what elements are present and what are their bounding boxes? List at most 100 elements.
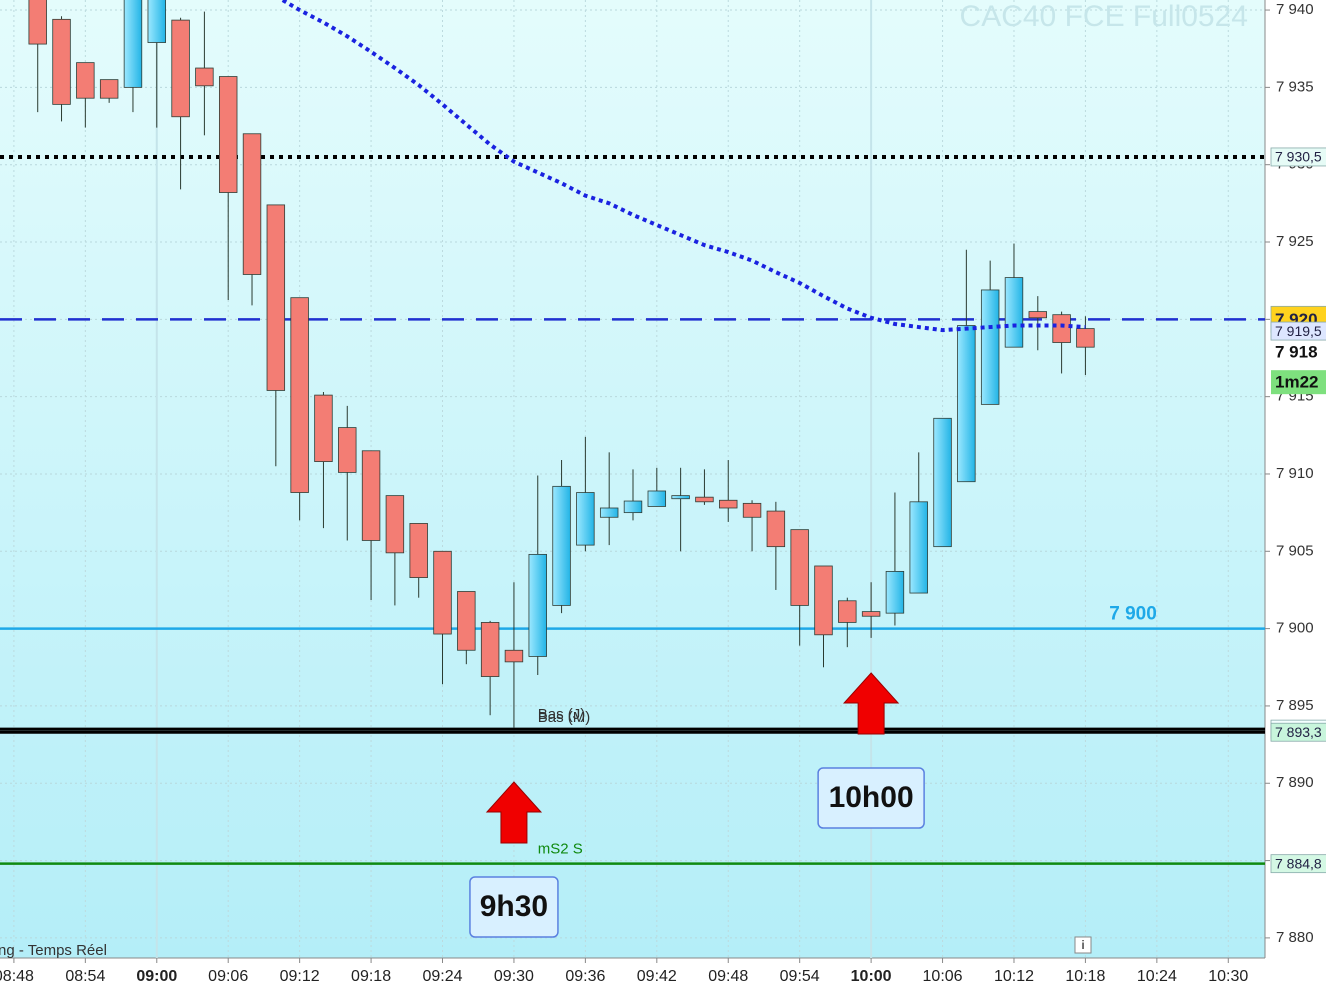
arrow-up xyxy=(842,672,900,735)
candle-body-up xyxy=(552,485,571,606)
candle-body-down xyxy=(695,496,714,503)
x-tick-label: 09:00 xyxy=(136,968,177,985)
price-tag-label: 7 919,5 xyxy=(1275,323,1322,339)
chart-title: CAC40 FCE Full0524 xyxy=(960,0,1248,33)
y-tick-label: 7 890 xyxy=(1276,774,1314,791)
candle-body-up xyxy=(576,492,595,546)
candle-body-up xyxy=(980,289,1000,405)
y-tick-label: 7 900 xyxy=(1276,620,1314,637)
candle-body-down xyxy=(1076,328,1095,348)
x-tick-label: 09:12 xyxy=(280,968,320,985)
candle-body-up xyxy=(885,570,905,614)
candle-body-up xyxy=(599,507,619,518)
candle-body-down xyxy=(76,62,95,99)
candle-body-down xyxy=(99,79,119,99)
arrow-up xyxy=(485,781,543,844)
candle-body-down xyxy=(290,297,309,493)
candle-body-down xyxy=(814,565,833,636)
candle-body-down xyxy=(314,394,333,463)
candle-body-down xyxy=(28,0,47,45)
candle-body-down xyxy=(338,427,357,473)
price-tag xyxy=(1270,147,1326,167)
candle-body-down xyxy=(766,510,786,548)
candle-body-up xyxy=(123,0,143,88)
x-axis-panel xyxy=(0,958,1265,987)
last-price-tag xyxy=(1271,341,1326,366)
candle-body-up xyxy=(933,417,952,548)
candle-body-down xyxy=(433,550,452,635)
x-tick-label: 09:42 xyxy=(637,968,677,985)
candle-body-up xyxy=(623,500,643,514)
candle-body-down xyxy=(242,133,262,275)
candle-body-down xyxy=(480,622,500,677)
candle-body-up xyxy=(1004,277,1024,348)
x-tick-label: 10:06 xyxy=(923,968,963,985)
level-text: mS2 S xyxy=(538,841,583,858)
info-icon-box[interactable] xyxy=(1074,936,1092,954)
candle-body-down xyxy=(266,204,286,391)
candle-body-down xyxy=(861,611,881,617)
countdown-box xyxy=(1271,370,1326,395)
price-tag xyxy=(1270,854,1326,874)
candle-body-down xyxy=(719,499,738,509)
candle-body-down xyxy=(790,529,809,606)
callout-box xyxy=(469,876,559,938)
x-tick-label: 10:24 xyxy=(1137,968,1177,985)
candle-body-down xyxy=(457,591,476,651)
price-tag-label: 7 884,8 xyxy=(1275,855,1322,871)
candle-body-down xyxy=(1028,311,1048,319)
x-tick-label: 10:12 xyxy=(994,968,1034,985)
x-tick-label: 09:30 xyxy=(494,968,534,985)
x-tick-label: 09:06 xyxy=(208,968,248,985)
x-tick-label: 09:18 xyxy=(351,968,391,985)
level-text: 7 900 xyxy=(1109,604,1157,625)
candle-body-up xyxy=(647,490,667,507)
y-tick-label: 7 925 xyxy=(1276,233,1314,250)
x-tick-label: 09:54 xyxy=(780,968,820,985)
y-tick-label: 7 880 xyxy=(1276,929,1314,946)
x-tick-label: 09:48 xyxy=(708,968,748,985)
candle-body-down xyxy=(838,600,857,623)
candle-body-down xyxy=(195,67,214,87)
candle-body-up xyxy=(671,495,690,500)
moving-average xyxy=(278,0,1086,333)
source-label: ng - Temps Réel xyxy=(0,942,107,959)
y-tick-label: 7 940 xyxy=(1276,1,1314,18)
last-price-label: 7 918 xyxy=(1275,343,1318,362)
candle-body-up xyxy=(909,501,928,594)
x-tick-label: 10:00 xyxy=(851,968,892,985)
candle-body-down xyxy=(171,19,190,118)
candle-body-down xyxy=(218,76,238,193)
price-tag xyxy=(1270,321,1326,341)
x-tick-label: 08:54 xyxy=(65,968,105,985)
candle-body-down xyxy=(385,495,405,554)
candle-body-down xyxy=(1052,314,1071,343)
x-tick-label: 08:48 xyxy=(0,968,34,985)
price-tag-label: 7 930,5 xyxy=(1275,149,1322,165)
y-tick-label: 7 895 xyxy=(1276,697,1314,714)
candle-body-down xyxy=(52,18,71,105)
candle-body-down xyxy=(409,523,428,578)
x-tick-label: 09:24 xyxy=(422,968,462,985)
callout-box xyxy=(817,767,925,829)
level-text: Bas (J) xyxy=(538,706,586,723)
level-text: Bas (M) xyxy=(538,709,591,726)
x-tick-label: 10:30 xyxy=(1208,968,1248,985)
info-icon-glyph[interactable]: i xyxy=(1081,938,1084,952)
candle-body-down xyxy=(361,450,381,541)
y-tick-label: 7 905 xyxy=(1276,542,1314,559)
candle-body-up xyxy=(528,553,547,657)
y-tick-label: 7 910 xyxy=(1276,465,1314,482)
x-tick-label: 10:18 xyxy=(1065,968,1105,985)
y-tick-label: 7 935 xyxy=(1276,78,1314,95)
info-icon[interactable]: i xyxy=(1074,936,1092,954)
x-tick-label: 09:36 xyxy=(565,968,605,985)
countdown-label: 1m22 xyxy=(1275,373,1318,392)
candle-body-down xyxy=(504,649,524,663)
callout-text: 10h00 xyxy=(829,781,914,814)
candle-body-up xyxy=(957,325,976,483)
candle-body-up xyxy=(147,0,166,43)
price-tag xyxy=(1270,722,1326,742)
callout-text: 9h30 xyxy=(480,890,548,923)
